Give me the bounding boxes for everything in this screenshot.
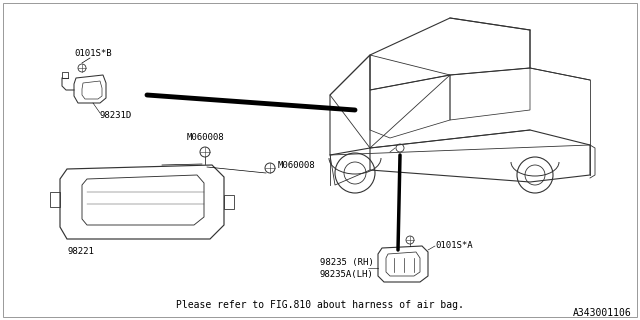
Text: 98235A(LH): 98235A(LH) xyxy=(320,270,374,279)
Text: 98221: 98221 xyxy=(67,247,94,257)
Text: 0101S*B: 0101S*B xyxy=(74,49,112,58)
Text: A343001106: A343001106 xyxy=(573,308,632,318)
Text: 98235 (RH): 98235 (RH) xyxy=(320,259,374,268)
Text: M060008: M060008 xyxy=(278,162,316,171)
Text: 0101S*A: 0101S*A xyxy=(435,241,472,250)
Text: M060008: M060008 xyxy=(186,132,224,141)
Text: Please refer to FIG.810 about harness of air bag.: Please refer to FIG.810 about harness of… xyxy=(176,300,464,310)
Text: 98231D: 98231D xyxy=(100,110,132,119)
